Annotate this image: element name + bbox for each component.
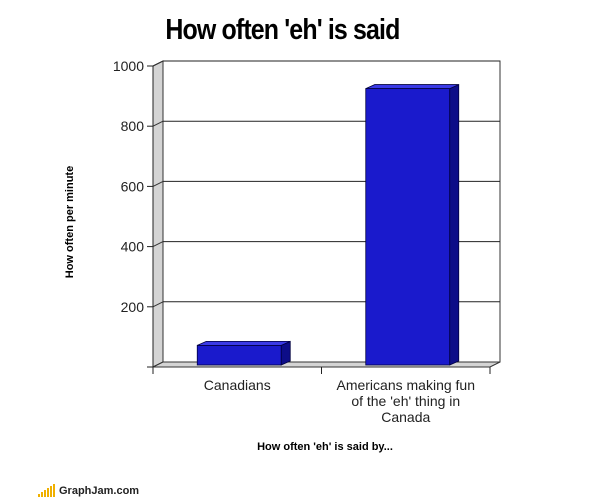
bar-side <box>450 85 459 365</box>
x-category-label: Canadians <box>152 377 322 393</box>
signal-bars-icon <box>38 485 56 497</box>
plot-side-wall <box>153 61 163 367</box>
signal-bar <box>50 486 52 497</box>
x-category-label: Americans making fun of the 'eh' thing in… <box>321 377 491 425</box>
watermark: GraphJam.com <box>38 484 139 497</box>
x-category-label-line: of the 'eh' thing in <box>321 393 491 409</box>
x-category-label-line: Canadians <box>152 377 322 393</box>
y-tick-label: 200 <box>121 299 145 315</box>
bar-top <box>197 341 290 345</box>
x-category-label-line: Americans making fun <box>321 377 491 393</box>
signal-bar <box>44 490 46 497</box>
x-axis-label: How often 'eh' is said by... <box>150 441 500 453</box>
signal-bar <box>53 484 55 497</box>
y-tick-label: 400 <box>121 239 145 255</box>
y-tick-label: 800 <box>121 118 145 134</box>
signal-bar <box>38 494 40 497</box>
y-tick-label: 1000 <box>113 58 144 74</box>
bar <box>366 89 450 365</box>
bar-top <box>366 85 459 89</box>
y-tick-label: 600 <box>121 178 145 194</box>
bar <box>197 345 281 365</box>
x-category-label-line: Canada <box>321 409 491 425</box>
signal-bar <box>47 488 49 497</box>
y-axis-label: How often per minute <box>64 132 76 312</box>
watermark-text: GraphJam.com <box>59 485 139 497</box>
signal-bar <box>41 492 43 497</box>
